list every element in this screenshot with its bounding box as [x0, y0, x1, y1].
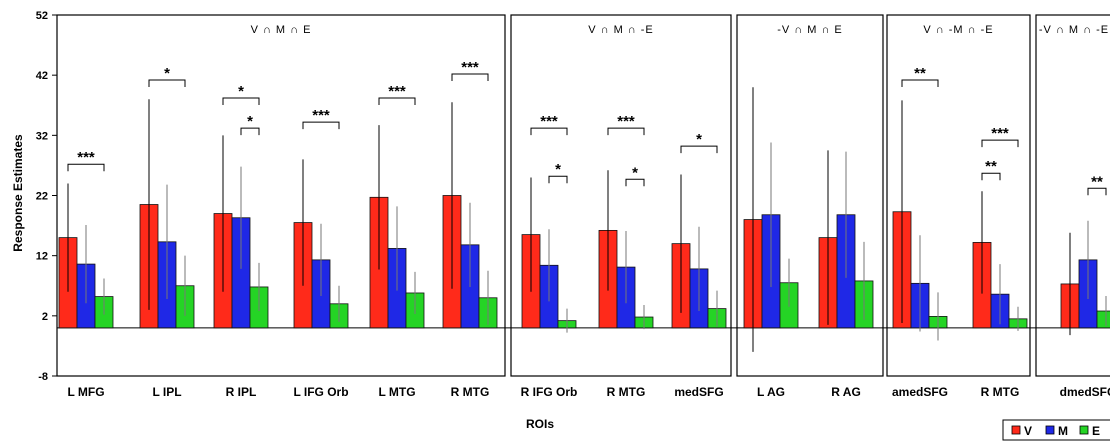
category-label: medSFG	[674, 385, 723, 399]
panel-label: V ∩ M ∩ E	[251, 24, 312, 36]
category-label: R IFG Orb	[521, 385, 578, 399]
y-tick-label: -8	[38, 371, 48, 383]
y-tick-label: 32	[36, 130, 48, 142]
significance-bracket	[607, 127, 645, 136]
significance-label: *	[696, 131, 702, 148]
significance-label: ***	[77, 149, 95, 166]
significance-bracket	[625, 178, 645, 187]
legend-label: V	[1024, 424, 1032, 438]
significance-label: *	[247, 113, 253, 130]
y-tick-label: 42	[36, 70, 48, 82]
significance-bracket	[378, 97, 416, 106]
category-label: R MTG	[981, 385, 1020, 399]
panel-label: V ∩ -M ∩ -E	[923, 24, 993, 36]
significance-label: ***	[388, 83, 406, 100]
category-label: R MTG	[607, 385, 646, 399]
panel-label: V ∩ M ∩ -E	[588, 24, 654, 36]
y-tick-label: 52	[36, 10, 48, 22]
significance-label: *	[238, 83, 244, 100]
bar-e	[1096, 310, 1110, 329]
significance-bracket	[548, 175, 568, 184]
legend-swatch-v	[1011, 425, 1021, 435]
significance-bracket	[148, 79, 186, 87]
legend-label: E	[1092, 424, 1100, 438]
category-label: R MTG	[451, 385, 490, 399]
category-label: L IFG Orb	[293, 385, 348, 399]
bars	[58, 195, 1110, 329]
category-label: L AG	[757, 385, 785, 399]
significance-bracket	[680, 145, 718, 154]
category-label: amedSFG	[892, 385, 948, 399]
category-label: L MTG	[378, 385, 415, 399]
significance-bracket	[67, 163, 105, 172]
panel-label: -V ∩ M ∩ -E	[1039, 24, 1109, 36]
panel-label: -V ∩ M ∩ E	[777, 24, 843, 36]
significance-label: **	[914, 65, 926, 82]
significance-label: **	[1091, 173, 1103, 190]
category-label: R IPL	[226, 385, 257, 399]
significance-bracket	[222, 97, 260, 106]
error-bars	[67, 87, 1107, 352]
panel-frame	[886, 14, 1031, 377]
legend-swatch-e	[1079, 425, 1089, 435]
panel-frames: V ∩ M ∩ E V ∩ M ∩ -E -V ∩ M ∩ E V ∩ -M ∩ -E…	[56, 14, 1110, 377]
significance-bracket	[981, 172, 1001, 181]
panel-frame	[510, 14, 732, 377]
category-label: L IPL	[152, 385, 181, 399]
significance-bracket	[302, 121, 340, 130]
significance-label: *	[164, 65, 170, 82]
panel-frame	[736, 14, 884, 377]
significance-bracket	[240, 127, 260, 136]
significance-label: ***	[461, 59, 479, 76]
significance-bracket	[1087, 187, 1107, 196]
significance-bracket	[901, 79, 939, 87]
legend-label: M	[1058, 424, 1068, 438]
category-label: dmedSFG	[1060, 385, 1110, 399]
significance-label: ***	[540, 113, 558, 130]
significance-label: *	[632, 164, 638, 181]
panel-frame	[56, 14, 506, 377]
x-axis-title: ROIs	[526, 417, 554, 431]
significance-bracket	[981, 139, 1019, 148]
significance-label: ***	[312, 107, 330, 124]
significance-bracket	[451, 73, 489, 81]
significance-label: ***	[991, 125, 1009, 142]
category-labels: L MFG L IPL R IPL L IFG Orb L MTG R MTG R IFG …	[67, 385, 1110, 399]
category-label: L MFG	[67, 385, 104, 399]
significance-label: ***	[617, 113, 635, 130]
significance-bracket	[530, 127, 568, 136]
y-tick-label: 12	[36, 251, 48, 263]
y-tick-label: 2	[42, 311, 48, 323]
legend-frame	[1002, 419, 1110, 441]
significance-brackets: ****** ***************************	[67, 59, 1107, 196]
y-tick-label: 22	[36, 191, 48, 203]
significance-label: *	[555, 161, 561, 178]
y-axis-title: Response Estimates	[11, 134, 25, 252]
category-label: R AG	[831, 385, 861, 399]
panel-frame	[1035, 14, 1110, 377]
significance-label: **	[985, 158, 997, 175]
legend-swatch-m	[1045, 425, 1055, 435]
